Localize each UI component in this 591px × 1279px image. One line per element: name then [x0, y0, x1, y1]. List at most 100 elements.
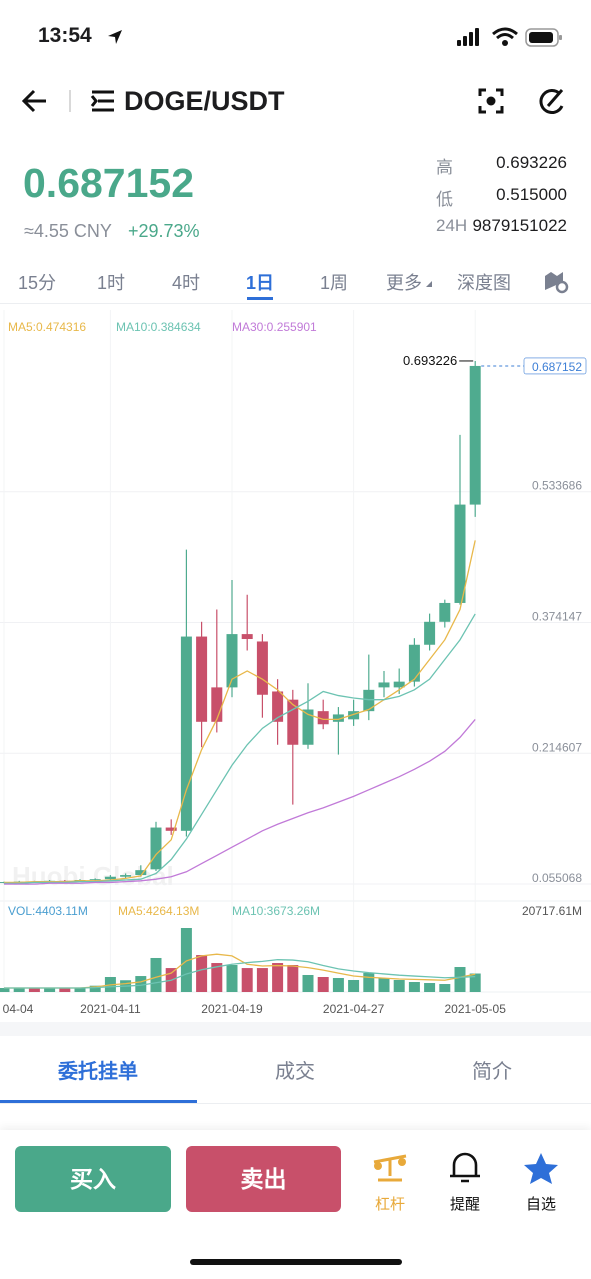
active-underline: [247, 297, 273, 300]
volume-bar: [0, 988, 10, 992]
volume-bar: [241, 968, 253, 992]
band: [0, 1022, 591, 1036]
status-time: 13:54: [38, 24, 92, 47]
cny-price: ≈4.55 CNY: [24, 221, 112, 241]
volume-bar: [74, 987, 86, 992]
stat-label: 高: [436, 158, 453, 177]
candle-body: [317, 711, 329, 725]
volume-bar: [135, 976, 147, 992]
stat-label: 低: [436, 190, 453, 209]
candle-body: [211, 687, 223, 722]
header-actions[interactable]: [476, 86, 572, 116]
chart-settings-icon[interactable]: [543, 268, 569, 294]
chart: Huobi Global 0.055068 0.214607 0.374147 0.53…: [0, 310, 591, 1016]
stat-value: 0.515000: [496, 185, 567, 204]
volume-bar: [393, 979, 405, 992]
volume-bar: [317, 977, 329, 992]
volume-bar: [256, 968, 268, 992]
candle-body: [424, 621, 436, 645]
ma-legend: MA10:0.384634: [116, 320, 201, 334]
candle-body: [302, 709, 314, 745]
watermark: Huobi Global: [12, 861, 174, 891]
candle-body: [454, 504, 466, 603]
volume-bar: [150, 957, 162, 992]
interval-tab[interactable]: 1周: [319, 273, 349, 293]
volume-bar: [13, 988, 25, 992]
candle-body: [120, 875, 132, 877]
volume-bar: [196, 955, 208, 992]
ma-line: [4, 613, 476, 884]
sell-button[interactable]: 卖出: [186, 1146, 341, 1212]
tab-underline: [0, 1100, 197, 1104]
bottom-tab[interactable]: 委托挂单: [58, 1061, 138, 1083]
action-icons: [373, 1152, 558, 1184]
action-label[interactable]: 自选: [525, 1196, 557, 1213]
price-box: [523, 357, 587, 375]
bottom-tab[interactable]: 简介: [472, 1061, 512, 1083]
volume-ma-legend: MA5:4264.13M: [118, 904, 199, 918]
y-tick-label: 0.533686: [532, 479, 582, 493]
candle-body: [180, 636, 192, 831]
candle-body: [135, 870, 147, 876]
volume-bar: [226, 964, 238, 992]
divider: [0, 303, 591, 304]
nav-icons: [21, 89, 114, 113]
candle-body: [332, 714, 344, 722]
candle-body: [378, 682, 390, 688]
volume-bar: [348, 979, 360, 992]
candle-body: [363, 689, 375, 712]
y-tick-label: 0.374147: [532, 610, 582, 624]
volume-bar: [439, 984, 451, 992]
x-tick-label: 2021-04-11: [80, 1002, 141, 1016]
candle-body: [439, 602, 451, 622]
home-indicator: [190, 1259, 402, 1265]
buy-button[interactable]: 买入: [15, 1146, 171, 1212]
status-icons: [457, 27, 562, 47]
volume-bar: [59, 988, 71, 992]
interval-tab[interactable]: 更多: [386, 273, 422, 293]
x-tick-label: 2021-04-19: [201, 1002, 263, 1016]
volume-bar: [454, 967, 466, 992]
candle-body: [408, 644, 420, 682]
candle-body: [287, 699, 299, 745]
x-tick-label: 2021-04-27: [323, 1002, 385, 1016]
candle-body: [393, 681, 405, 688]
candle-body: [104, 876, 116, 880]
bottom-tab[interactable]: 成交: [275, 1061, 315, 1083]
volume-ma-legend: MA10:3673.26M: [232, 904, 320, 918]
candle-body: [89, 879, 101, 881]
volume-bar: [272, 963, 284, 992]
stat-value: 9879151022: [472, 216, 567, 235]
candle-body: [165, 827, 177, 831]
candle-body: [241, 634, 253, 640]
ma-line: [4, 959, 476, 989]
volume-bar: [302, 974, 314, 992]
volume-legend: VOL:4403.11M: [8, 904, 88, 918]
volume-bar: [211, 963, 223, 992]
interval-tab[interactable]: 深度图: [457, 273, 511, 293]
ma-line: [4, 719, 476, 885]
action-label[interactable]: 杠杆: [374, 1196, 406, 1213]
interval-tab[interactable]: 1时: [96, 273, 126, 293]
candle-body: [226, 634, 238, 688]
interval-tab[interactable]: 15分: [17, 273, 57, 293]
pair-title[interactable]: DOGE/USDT: [124, 86, 285, 116]
volume-bar: [332, 978, 344, 992]
interval-tab[interactable]: 4时: [171, 273, 201, 293]
interval-tab[interactable]: 1日: [245, 273, 275, 293]
high-label: 0.693226: [403, 353, 457, 368]
last-price: 0.687152: [23, 160, 195, 206]
x-tick-label: 04-04: [3, 1002, 34, 1016]
action-label[interactable]: 提醒: [449, 1196, 481, 1213]
volume-bar: [408, 982, 420, 992]
volume-bar: [378, 978, 390, 992]
candle-body: [469, 365, 481, 505]
more-caret: [426, 281, 432, 287]
candle-body: [256, 641, 268, 695]
x-tick-label: 2021-05-05: [445, 1002, 507, 1016]
volume-bar: [469, 973, 481, 992]
stat-label: 24H: [436, 216, 468, 235]
volume-bar: [287, 964, 299, 992]
ma-legend: MA30:0.255901: [232, 320, 317, 334]
